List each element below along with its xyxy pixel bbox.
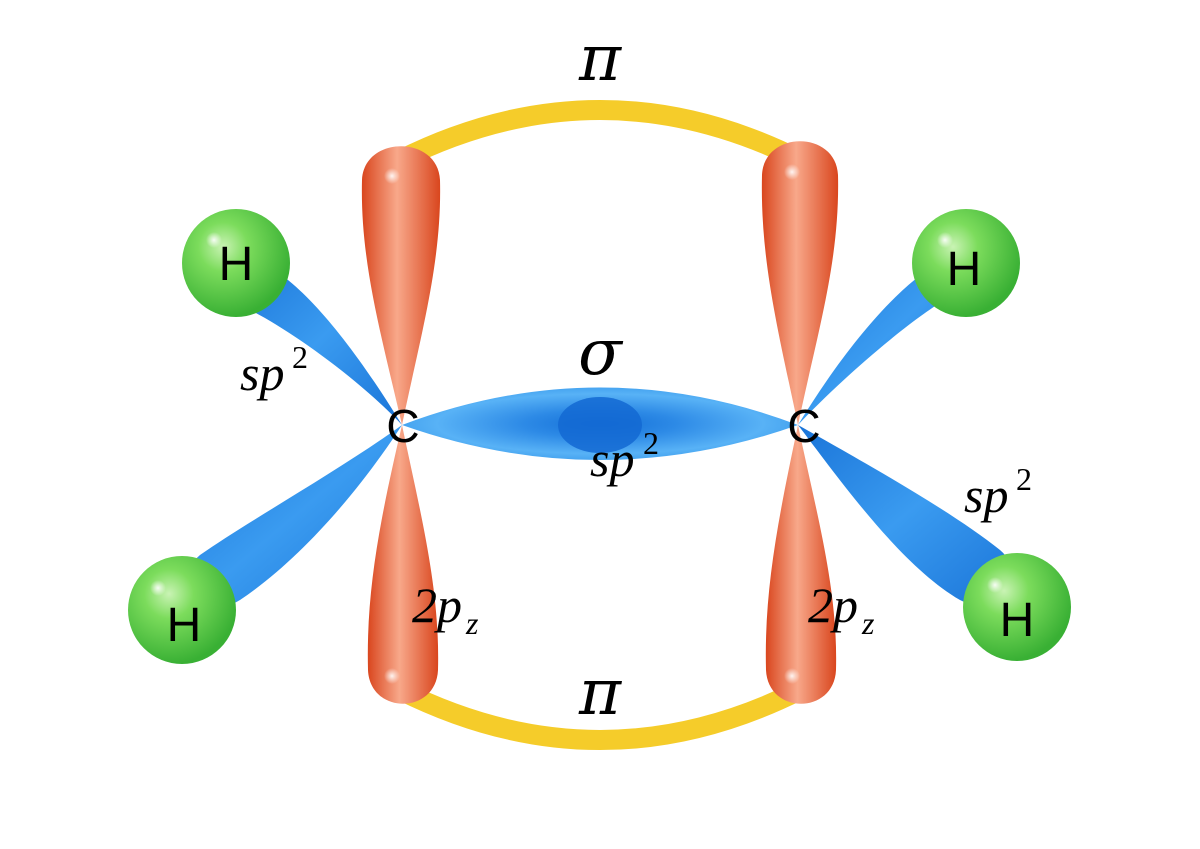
p-orbital-highlight: [784, 668, 800, 684]
hydrogen-atom-bottom-left: H: [128, 556, 236, 664]
p-orbital-highlight: [384, 668, 400, 684]
svg-text:2p: 2p: [808, 577, 858, 633]
hydrogen-atom-bottom-right: H: [963, 553, 1071, 661]
sp2-lobe-bottom-left: [187, 425, 402, 608]
hydrogen-atom-top-left: H: [182, 209, 290, 317]
sp2-lobe-top-right: [798, 257, 967, 425]
p-orbital-highlight: [784, 164, 800, 180]
svg-text:sp: sp: [590, 431, 634, 487]
p-orbital-left-bottom: [367, 425, 439, 704]
svg-text:sp: sp: [964, 467, 1008, 523]
svg-text:2p: 2p: [412, 577, 462, 633]
2pz-label-right: 2p z: [808, 577, 875, 641]
svg-text:2: 2: [643, 425, 659, 461]
pi-label-bottom: π: [578, 656, 622, 730]
p-orbital-right-top: [761, 141, 839, 425]
svg-text:sp: sp: [240, 345, 284, 401]
pi-bond-top: [390, 100, 810, 170]
p-orbital-right-bottom: [765, 425, 837, 704]
pi-label-top: π: [578, 22, 622, 96]
hydrogen-label: H: [167, 599, 202, 652]
sp2-lobe-bottom-right: [798, 425, 1013, 605]
sp2-label-center: sp 2: [590, 425, 659, 487]
sp2-label-left: sp 2: [240, 339, 308, 401]
sigma-bond-core: [558, 397, 642, 453]
svg-text:2: 2: [1016, 461, 1032, 497]
hydrogen-label: H: [1000, 594, 1035, 647]
carbon-label-left: C: [386, 400, 419, 452]
p-orbital-highlight: [384, 168, 400, 184]
sigma-label: σ: [578, 316, 624, 390]
carbon-label-right: C: [787, 400, 820, 452]
p-orbital-left-top: [361, 146, 441, 425]
pi-bond-bottom: [390, 680, 810, 750]
sp2-label-right: sp 2: [964, 461, 1032, 523]
svg-text:2: 2: [292, 339, 308, 375]
svg-text:z: z: [861, 605, 875, 641]
2pz-label-left: 2p z: [412, 577, 479, 641]
svg-text:z: z: [465, 605, 479, 641]
hydrogen-label: H: [219, 238, 254, 291]
hydrogen-label: H: [947, 243, 982, 296]
hydrogen-atom-top-right: H: [912, 209, 1020, 317]
